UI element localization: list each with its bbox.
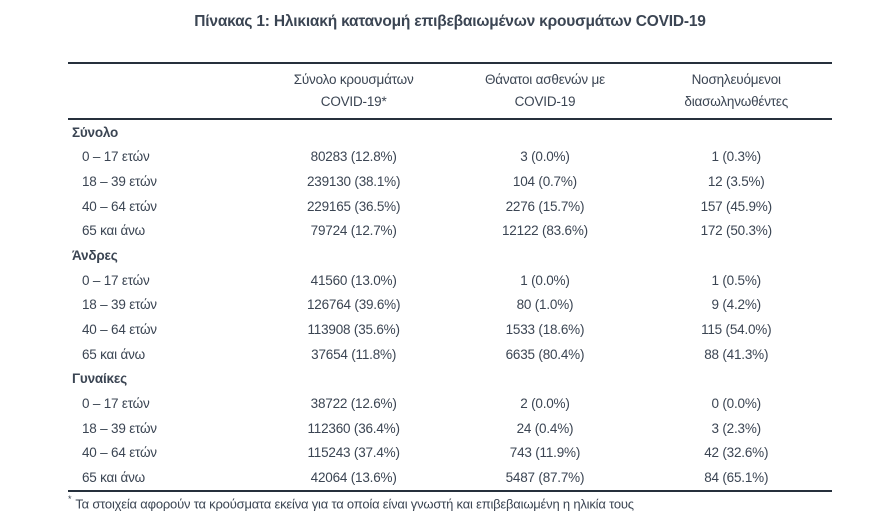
intubated-cell: 172 (50.3%)	[700, 223, 773, 239]
age-group-label: 65 και άνω	[82, 223, 146, 239]
cases-cell: 79724 (12.7%)	[310, 223, 397, 239]
intubated-cell: 12 (3.5%)	[707, 174, 765, 190]
age-group-label: 18 – 39 ετών	[82, 174, 157, 190]
age-group-label: 0 – 17 ετών	[82, 149, 150, 165]
deaths-cell: 3 (0.0%)	[520, 149, 570, 165]
cases-cell: 42064 (13.6%)	[310, 469, 397, 485]
age-group-label: 40 – 64 ετών	[82, 198, 157, 214]
footnote: * Τα στοιχεία αφορούν τα κρούσματα εκείνα…	[68, 494, 634, 512]
age-group-label: 18 – 39 ετών	[82, 297, 157, 313]
cases-cell: 80283 (12.8%)	[310, 149, 397, 165]
age-group-label: 40 – 64 ετών	[82, 445, 157, 461]
deaths-cell: 1 (0.0%)	[520, 272, 570, 288]
intubated-cell: 115 (54.0%)	[701, 321, 772, 337]
table-row: 18 – 39 ετών 112360 (36.4%) 24 (0.4%) 3 …	[68, 416, 832, 441]
intubated-cell: 1 (0.5%)	[711, 272, 762, 288]
deaths-cell: 80 (1.0%)	[516, 297, 574, 313]
deaths-cell: 12122 (83.6%)	[501, 223, 588, 239]
age-group-label: 18 – 39 ετών	[82, 420, 157, 436]
deaths-cell: 6635 (80.4%)	[505, 346, 585, 362]
table-row: 0 – 17 ετών 41560 (13.0%) 1 (0.0%) 1 (0.…	[68, 268, 832, 293]
column-header-intubated: Νοσηλευόμενοι διασωληνωθέντες	[641, 69, 832, 113]
cases-cell: 37654 (11.8%)	[311, 346, 397, 362]
section-label: Σύνολο	[72, 124, 119, 140]
age-group-label: 40 – 64 ετών	[82, 321, 157, 337]
table-row: 18 – 39 ετών 126764 (39.6%) 80 (1.0%) 9 …	[68, 292, 832, 317]
intubated-cell: 42 (32.6%)	[704, 445, 769, 461]
section-header-women: Γυναίκες	[68, 366, 832, 391]
column-header-total-cases: Σύνολο κρουσμάτων COVID-19*	[258, 69, 449, 113]
table-row: 0 – 17 ετών 38722 (12.6%) 2 (0.0%) 0 (0.…	[68, 391, 832, 416]
column-header-line: Νοσηλευόμενοι	[691, 72, 781, 87]
age-group-label: 0 – 17 ετών	[82, 272, 150, 288]
table-row: 65 και άνω 37654 (11.8%) 6635 (80.4%) 88…	[68, 342, 832, 367]
deaths-cell: 743 (11.9%)	[509, 445, 581, 461]
intubated-cell: 3 (2.3%)	[711, 420, 762, 436]
column-header-line: Θάνατοι ασθενών με	[484, 72, 605, 87]
cases-cell: 112360 (36.4%)	[307, 420, 400, 436]
table-row: 0 – 17 ετών 80283 (12.8%) 3 (0.0%) 1 (0.…	[68, 145, 832, 170]
table-header-row: Σύνολο κρουσμάτων COVID-19* Θάνατοι ασθε…	[68, 64, 832, 120]
section-label: Άνδρες	[72, 248, 118, 264]
deaths-cell: 24 (0.4%)	[516, 420, 574, 436]
age-group-label: 65 και άνω	[82, 346, 146, 362]
intubated-cell: 88 (41.3%)	[704, 346, 769, 362]
cases-cell: 113908 (35.6%)	[307, 321, 400, 337]
section-label: Γυναίκες	[72, 371, 127, 387]
covid-age-distribution-table: Σύνολο κρουσμάτων COVID-19* Θάνατοι ασθε…	[68, 62, 832, 492]
age-group-label: 65 και άνω	[82, 469, 146, 485]
section-header-men: Άνδρες	[68, 243, 832, 268]
column-header-deaths: Θάνατοι ασθενών με COVID-19	[449, 69, 640, 113]
deaths-cell: 2276 (15.7%)	[505, 198, 585, 214]
cases-cell: 126764 (39.6%)	[307, 297, 401, 313]
section-header-total: Σύνολο	[68, 120, 832, 145]
cases-cell: 41560 (13.0%)	[310, 272, 397, 288]
age-group-label: 0 – 17 ετών	[82, 395, 150, 411]
column-header-line: διασωληνωθέντες	[684, 94, 789, 109]
cases-cell: 115243 (37.4%)	[307, 445, 400, 461]
footnote-asterisk: *	[68, 494, 72, 504]
cases-cell: 229165 (36.5%)	[307, 198, 401, 214]
intubated-cell: 0 (0.0%)	[711, 395, 762, 411]
cases-cell: 239130 (38.1%)	[307, 174, 401, 190]
table-row: 65 και άνω 42064 (13.6%) 5487 (87.7%) 84…	[68, 465, 832, 490]
cases-cell: 38722 (12.6%)	[310, 395, 397, 411]
intubated-cell: 1 (0.3%)	[711, 149, 762, 165]
column-header-line: Σύνολο κρουσμάτων	[293, 72, 414, 87]
table-row: 65 και άνω 79724 (12.7%) 12122 (83.6%) 1…	[68, 219, 832, 244]
table-row: 40 – 64 ετών 113908 (35.6%) 1533 (18.6%)…	[68, 317, 832, 342]
table-title: Πίνακας 1: Ηλικιακή κατανομή επιβεβαιωμέ…	[194, 13, 706, 30]
deaths-cell: 2 (0.0%)	[520, 395, 570, 411]
table-row: 18 – 39 ετών 239130 (38.1%) 104 (0.7%) 1…	[68, 169, 832, 194]
column-header-line: COVID-19*	[320, 94, 387, 109]
table-body: Σύνολο 0 – 17 ετών 80283 (12.8%) 3 (0.0%…	[68, 120, 832, 492]
column-header-line: COVID-19	[514, 94, 576, 109]
footnote-text: Τα στοιχεία αφορούν τα κρούσματα εκείνα …	[75, 496, 634, 512]
deaths-cell: 104 (0.7%)	[512, 174, 577, 190]
intubated-cell: 157 (45.9%)	[700, 198, 773, 214]
deaths-cell: 1533 (18.6%)	[505, 321, 585, 337]
intubated-cell: 9 (4.2%)	[711, 297, 762, 313]
table-row: 40 – 64 ετών 115243 (37.4%) 743 (11.9%) …	[68, 440, 832, 465]
deaths-cell: 5487 (87.7%)	[505, 469, 585, 485]
intubated-cell: 84 (65.1%)	[704, 469, 769, 485]
table-row: 40 – 64 ετών 229165 (36.5%) 2276 (15.7%)…	[68, 194, 832, 219]
